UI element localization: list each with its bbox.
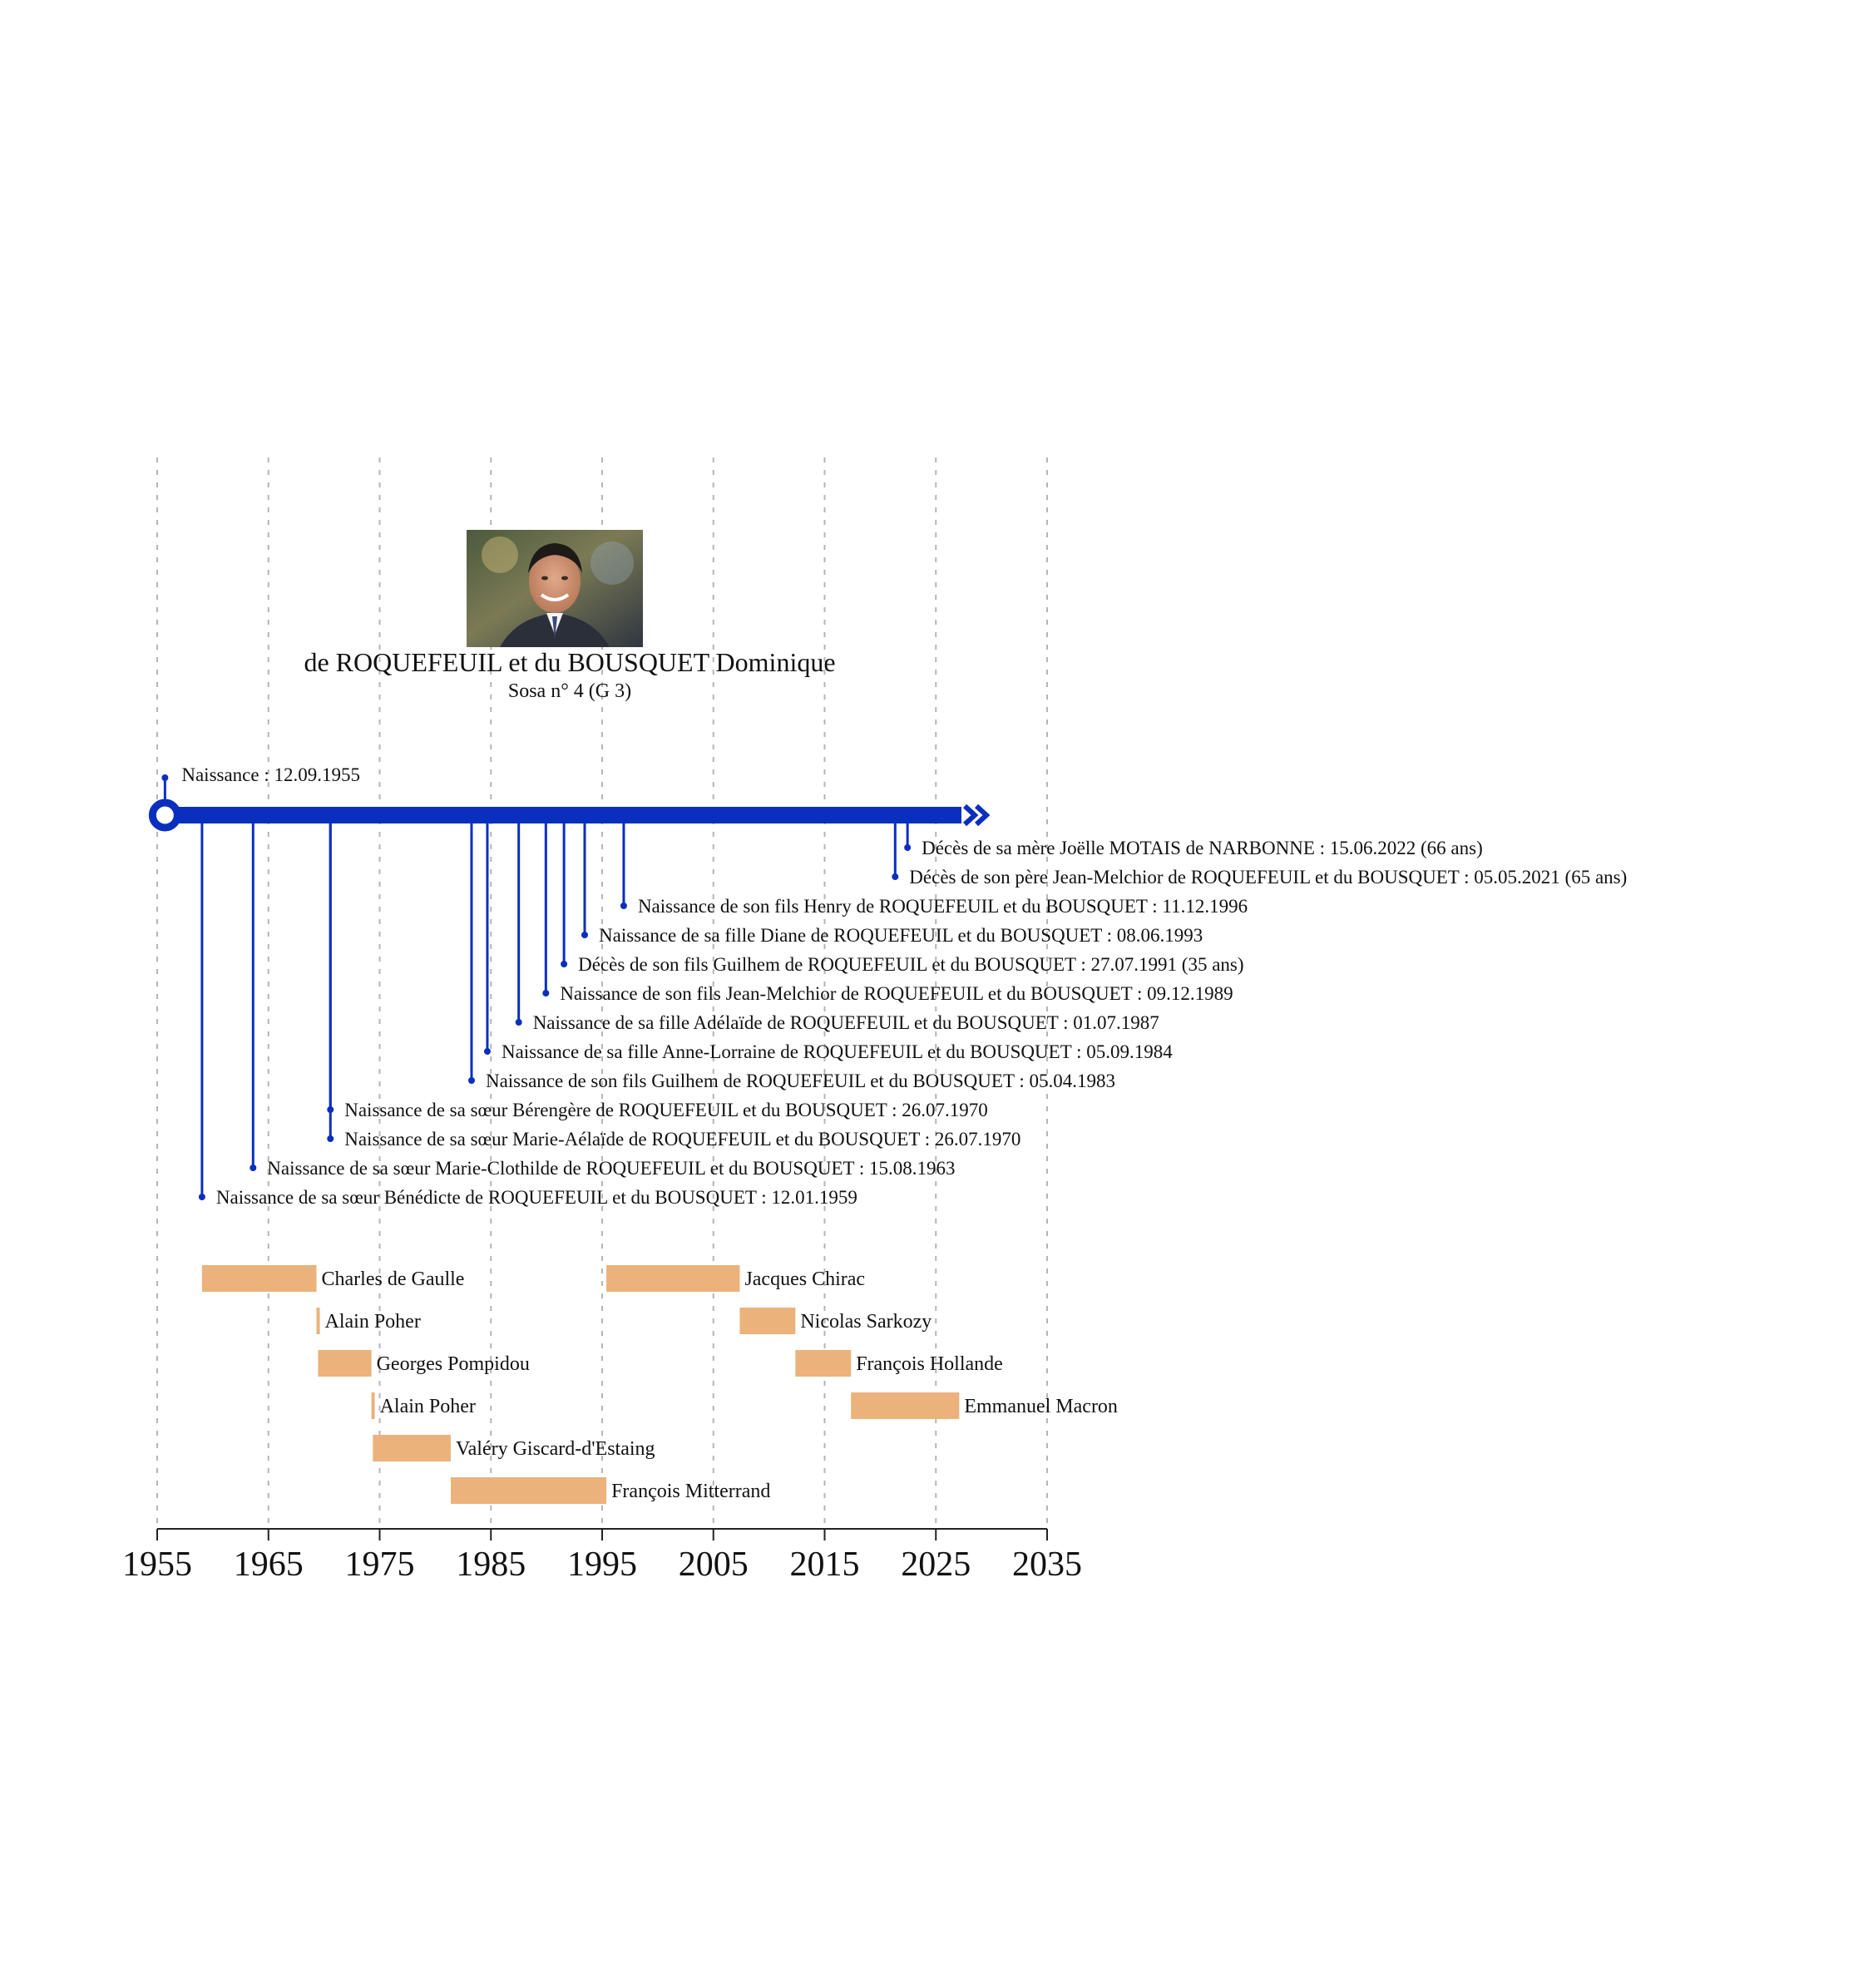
- president-label: Charles de Gaulle: [322, 1268, 465, 1290]
- event-dot: [542, 990, 550, 996]
- event-label: Naissance de sa sœur Bénédicte de ROQUEF…: [216, 1187, 857, 1208]
- event-label: Naissance de sa fille Anne-Lorraine de R…: [502, 1041, 1173, 1062]
- event-label: Naissance de son fils Henry de ROQUEFEUI…: [638, 896, 1248, 917]
- x-tick-label: 2005: [679, 1545, 749, 1584]
- x-axis: 1955 1965 1975 1985 1995 2005 2015 2025 2035: [122, 1528, 1082, 1584]
- event-dot: [327, 1135, 334, 1142]
- president-bar: [739, 1308, 796, 1334]
- ongoing-arrow: [962, 804, 979, 827]
- president-bar: [316, 1308, 320, 1334]
- x-tick-label: 1985: [456, 1545, 526, 1584]
- president-label: Alain Poher: [325, 1311, 421, 1333]
- x-tick-label: 2015: [790, 1545, 860, 1584]
- event-dot: [620, 903, 627, 909]
- ongoing-arrow: [974, 804, 991, 827]
- president-bar: [318, 1350, 372, 1377]
- president-bar: [371, 1392, 375, 1419]
- event-label: Naissance de sa sœur Marie-Aélaïde de RO…: [344, 1129, 1020, 1150]
- event-dot: [561, 961, 568, 967]
- president-bar: [201, 1265, 317, 1292]
- president-label: Valéry Giscard-d'Estaing: [456, 1438, 655, 1460]
- president-bar: [795, 1350, 852, 1377]
- event-label: Décès de sa mère Joëlle MOTAIS de NARBON…: [922, 838, 1483, 858]
- president-bar: [373, 1435, 451, 1461]
- event-dot: [467, 1077, 475, 1084]
- event-dot: [892, 873, 899, 880]
- event-dot: [581, 932, 589, 938]
- person-name: de ROQUEFEUIL et du BOUSQUET Dominique: [304, 647, 836, 677]
- event-label: Naissance de sa fille Diane de ROQUEFEUI…: [599, 925, 1203, 946]
- x-tick-label: 1975: [345, 1545, 415, 1584]
- x-tick-label: 1965: [234, 1545, 304, 1584]
- president-label: Georges Pompidou: [377, 1353, 530, 1375]
- president-bar: [851, 1392, 960, 1419]
- president-label: Jacques Chirac: [744, 1268, 865, 1290]
- president-label: François Mitterrand: [611, 1481, 770, 1502]
- event-dot: [198, 1194, 205, 1200]
- life-timeline: Naissance : 12.09.1955: [148, 764, 991, 832]
- event-label: Naissance de sa sœur Marie-Clothilde de …: [267, 1158, 955, 1179]
- event-dot: [161, 774, 169, 781]
- president-label: Nicolas Sarkozy: [800, 1311, 932, 1333]
- event-label: Décès de son fils Guilhem de ROQUEFEUIL …: [578, 954, 1243, 975]
- event-label: Décès de son père Jean-Melchior de ROQUE…: [909, 867, 1627, 888]
- life-bar: [165, 807, 962, 823]
- presidents: Charles de Gaulle Alain Poher Georges Pomp…: [201, 1265, 1118, 1504]
- event-dot: [904, 844, 912, 851]
- president-label: Emmanuel Macron: [964, 1396, 1118, 1417]
- event-dot: [483, 1048, 491, 1055]
- x-tick-label: 2025: [901, 1545, 971, 1584]
- event-label: Naissance : 12.09.1955: [181, 764, 360, 785]
- event-label: Naissance de son fils Jean-Melchior de R…: [560, 983, 1233, 1004]
- president-bar: [606, 1265, 740, 1292]
- x-tick-label: 1955: [122, 1545, 192, 1584]
- event-label: Naissance de son fils Guilhem de ROQUEFE…: [486, 1071, 1115, 1091]
- birth-marker: [148, 799, 181, 832]
- person-photo: [467, 530, 643, 647]
- x-tick-label: 1995: [567, 1545, 637, 1584]
- president-label: Alain Poher: [380, 1396, 476, 1417]
- president-label: François Hollande: [856, 1353, 1003, 1375]
- event-dot: [515, 1019, 522, 1026]
- event-label: Naissance de sa fille Adélaïde de ROQUEF…: [533, 1012, 1159, 1033]
- event-label: Naissance de sa sœur Bérengère de ROQUEF…: [344, 1100, 988, 1120]
- events: Décès de sa mère Joëlle MOTAIS de NARBON…: [198, 823, 1627, 1208]
- sosa-number: Sosa n° 4 (G 3): [507, 680, 632, 702]
- x-tick-label: 2035: [1012, 1545, 1082, 1584]
- event-dot: [250, 1165, 257, 1171]
- president-bar: [450, 1477, 607, 1504]
